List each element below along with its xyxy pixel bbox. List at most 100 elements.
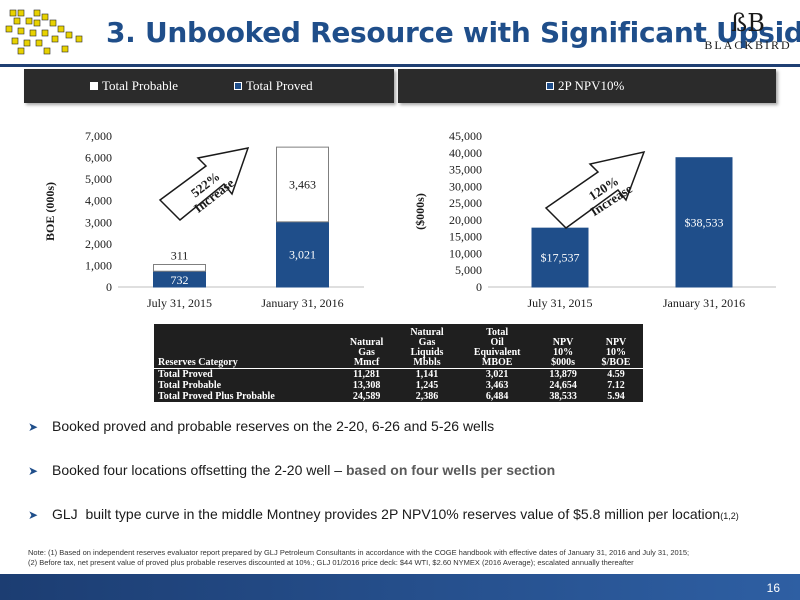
data-label: $38,533 [685,215,724,229]
header-line: Gas [358,346,375,358]
y-tick-label: 5,000 [85,172,112,186]
bullet-item: ➤ GLJ built type curve in the middle Mon… [28,506,739,522]
y-tick-label: 0 [476,280,482,294]
bar-total-proved [276,221,329,288]
footnote: Note: (1) Based on independent reserves … [28,548,788,568]
row-label-cell: Total Probable [158,379,222,391]
table-cell: 3,463 [485,379,509,391]
legend-label: Total Probable [102,78,178,93]
page-number: 16 [766,581,780,595]
y-tick-label: 45,000 [449,129,482,143]
brand-name: BLACKBIRD [704,38,792,52]
bar-2p-npv10- [531,227,589,288]
header-line: 10% [553,346,574,358]
growth-arrow-icon [158,147,250,222]
table-cell: 6,484 [485,390,509,402]
x-tick-label: July 31, 2015 [147,296,212,310]
brand-mark: ßB [731,9,765,37]
header-line: Gas [418,336,436,348]
table-cell: 3,021 [457,367,538,380]
right-chart-legend: 2P NPV10% [398,69,776,103]
table-cell: 11,281 [336,367,397,380]
footnote-line: (2) Before tax, net present value of pro… [28,558,634,567]
y-tick-label: 30,000 [449,179,482,193]
legend-swatch-npv [546,82,554,90]
header-line: 10% [606,346,626,358]
x-tick-label: January 31, 2016 [663,296,745,310]
y-tick-label: 7,000 [85,129,112,143]
header-line: Reserves Category [158,356,238,368]
bullet-text: Booked proved and probable reserves on t… [52,418,495,434]
bullet-emphasis: based on four wells per section [345,462,556,478]
bar-total-probable [153,264,206,272]
table-cell: 38,533 [549,390,577,402]
y-tick-label: 5,000 [455,263,482,277]
row-label-cell: Total Proved [154,367,337,380]
header-line: Total [486,326,509,338]
reserves-table: Reserves Category Natural Gas Mmcf Natural Ga… [154,324,643,402]
header-line: Mbbls [413,356,441,368]
header-line: MBOE [481,356,513,368]
legend-label: Total Proved [246,78,313,93]
header-line: Mmcf [353,356,380,368]
table-header-cell: NPV 10% $000s [537,324,589,368]
data-label: 732 [171,273,189,287]
arrow-bullet-icon: ➤ [28,464,39,478]
brand-logo: ßB BLACKBIRD [700,8,796,60]
bar-total-probable [276,146,329,223]
footnote-line: Note: (1) Based on independent reserves … [28,548,690,557]
legend-item-npv: 2P NPV10% [546,78,624,94]
left-chart-legend: Total Probable Total Proved [24,69,394,103]
header-line: NPV [605,336,627,348]
header-line: $000s [551,356,576,368]
table-row: Total Proved 11,281 1,141 3,021 13,879 4.59 [154,367,643,380]
table-cell: 24,589 [352,390,381,402]
y-axis-label: ($000s) [413,193,427,230]
data-label: 311 [171,249,189,263]
data-label: $17,537 [541,251,580,265]
table-cell: 5.94 [607,390,625,402]
table-cell: 7.12 [607,379,625,391]
table-cell: 1,141 [396,367,458,380]
legend-swatch-probable [90,82,98,90]
arrow-bullet-icon: ➤ [28,508,39,522]
x-tick-label: January 31, 2016 [261,296,343,310]
table-header-cell: NPV 10% $/BOE [589,324,643,368]
table-cell: 2,386 [415,390,439,402]
row-label-cell: Total Proved Plus Probable [158,390,275,402]
y-tick-label: 6,000 [85,151,112,165]
x-tick-label: July 31, 2015 [527,296,592,310]
table-cell: 13,879 [537,367,590,380]
legend-item-total-proved: Total Proved [234,78,313,94]
footer-bar [0,574,800,600]
data-label: 3,463 [289,177,316,191]
header-line: Natural [349,336,384,348]
y-tick-label: 20,000 [449,213,482,227]
y-tick-label: 40,000 [449,146,482,160]
y-tick-label: 15,000 [449,230,482,244]
bar-2p-npv10- [675,157,733,288]
header-line: Oil [490,336,504,348]
y-tick-label: 2,000 [85,237,112,251]
header-line: Equivalent [473,346,521,358]
table-header-cell: Reserves Category [154,324,336,368]
table-row: Total Probable 13,308 1,245 3,463 24,654 7.12 [154,380,643,391]
y-tick-label: 0 [106,280,112,294]
y-tick-label: 1,000 [85,258,112,272]
header-divider [0,64,800,67]
y-tick-label: 3,000 [85,215,112,229]
charts-area: 0 1,000 2,000 3,000 4,000 5,000 6,000 7,000 BOE … [43,129,776,310]
table-header-cell: Natural Gas Mmcf [336,324,396,368]
table-row: Total Proved Plus Probable 24,589 2,386 6,4… [154,391,643,402]
bullet-text: GLJ built type curve in the middle Montn… [52,506,721,522]
bullet-item: ➤ Booked four locations offsetting the 2… [28,462,555,478]
legend-label: 2P NPV10% [558,78,625,93]
growth-arrow-icon [544,150,646,229]
table-cell: 1,245 [415,379,439,391]
legend-swatch-proved [234,82,242,90]
table-header-cell: Natural Gas Liquids Mbbls [397,324,457,368]
bullet-text: Booked four locations offsetting the 2-2… [52,462,346,478]
table-cell: 13,308 [352,379,381,391]
arrow-bullet-icon: ➤ [28,420,39,434]
header-line: NPV [552,336,574,348]
